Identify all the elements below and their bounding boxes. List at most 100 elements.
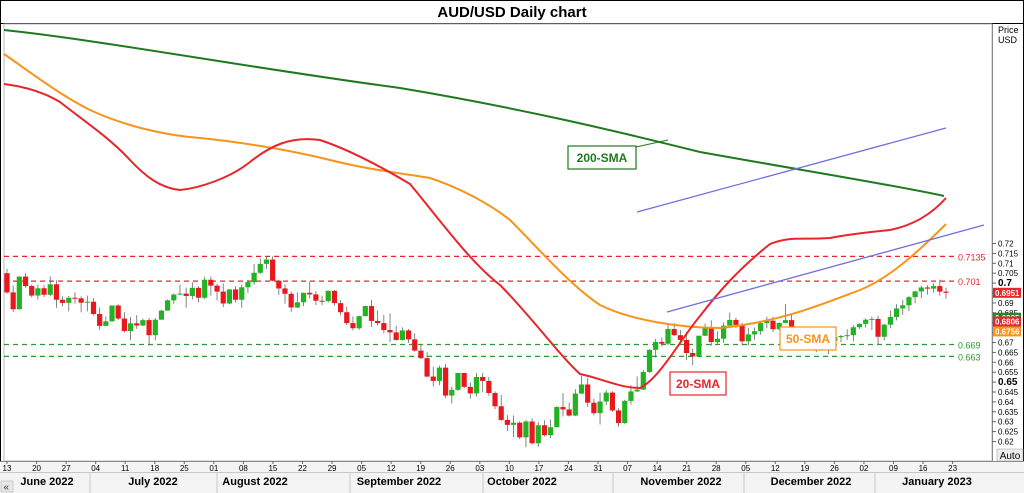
candle-body <box>696 335 702 357</box>
candle-body <box>758 323 764 332</box>
candle-body <box>356 316 362 329</box>
candle-body <box>751 331 758 335</box>
day-tick-label: 20 <box>32 464 41 473</box>
candle-body <box>677 335 683 340</box>
candle-body <box>109 305 115 322</box>
month-label: January 2023 <box>902 476 972 488</box>
candle-body <box>41 288 47 295</box>
chart-title: AUD/USD Daily chart <box>437 4 586 21</box>
candle-body <box>597 401 603 414</box>
candle-body <box>578 384 585 394</box>
candle-body <box>288 293 294 308</box>
candle-body <box>226 289 232 304</box>
price-tick-label: 0.635 <box>998 408 1019 417</box>
candle-body <box>29 286 35 296</box>
candle-body <box>127 323 134 332</box>
sma-50-label: 50-SMA <box>786 332 830 346</box>
candle-body <box>443 367 449 396</box>
candle-body <box>455 372 461 390</box>
price-tag-label: 0.6806 <box>995 318 1020 327</box>
candle-body <box>220 291 226 304</box>
candle-body <box>282 288 288 294</box>
candle-body <box>776 322 782 330</box>
sma-50-line <box>3 53 947 330</box>
candle-body <box>436 367 443 381</box>
day-tick-label: 22 <box>298 464 307 473</box>
candle-body <box>548 427 554 436</box>
candle-body <box>344 312 350 324</box>
candle-body <box>449 389 455 396</box>
candle-body <box>152 319 158 336</box>
price-tick-label: 0.625 <box>998 428 1019 437</box>
candle-body <box>603 392 609 402</box>
candle-body <box>158 310 165 320</box>
price-tag <box>993 326 1021 337</box>
scroll-left-button[interactable] <box>0 480 14 493</box>
level-label: 0.669 <box>958 340 981 350</box>
upper-channel-line <box>636 127 947 213</box>
candle-body <box>473 376 480 394</box>
candle-body <box>257 263 263 273</box>
candle-body <box>171 294 177 301</box>
candle-body <box>646 349 653 373</box>
candle-body <box>195 287 202 298</box>
candle-body <box>165 300 171 311</box>
candle-body <box>202 279 208 298</box>
candle-body <box>856 323 863 328</box>
candle-body <box>492 392 498 407</box>
candle-body <box>177 293 183 295</box>
candle-body <box>733 319 739 325</box>
candle-body <box>615 410 622 424</box>
candle-body <box>97 313 103 326</box>
candlesticks <box>4 256 949 448</box>
price-tag <box>993 316 1021 327</box>
candle-body <box>517 422 523 438</box>
candle-body <box>863 319 869 324</box>
price-tick-label: 0.7 <box>998 278 1012 289</box>
day-tick-label: 27 <box>62 464 71 473</box>
day-tick-label: 28 <box>712 464 721 473</box>
scroll-left-icon: « <box>4 482 10 493</box>
candle-body <box>714 338 721 343</box>
day-tick-label: 18 <box>150 464 159 473</box>
candle-body <box>90 301 97 314</box>
lower-channel-line <box>666 224 985 313</box>
day-tick-label: 13 <box>3 464 12 473</box>
candle-body <box>368 306 375 321</box>
candle-body <box>937 286 943 292</box>
candle-body <box>671 329 677 336</box>
candle-body <box>4 273 10 293</box>
month-label: July 2022 <box>128 476 178 488</box>
price-axis-title: Price <box>998 25 1019 35</box>
day-tick-label: 07 <box>623 464 632 473</box>
candle-body <box>881 324 887 337</box>
day-tick-label: 10 <box>505 464 514 473</box>
candle-body <box>782 320 788 323</box>
candle-body <box>418 350 424 359</box>
day-tick-label: 03 <box>475 464 484 473</box>
day-tick-label: 26 <box>830 464 839 473</box>
candle-body <box>362 306 368 317</box>
candle-body <box>504 419 510 425</box>
candle-body <box>683 339 690 353</box>
candle-body <box>572 393 578 416</box>
candle-body <box>708 327 714 343</box>
candle-body <box>35 288 41 296</box>
sma-20-line <box>3 83 947 390</box>
time-axis <box>0 461 1024 493</box>
candle-body <box>146 320 152 336</box>
price-tick-label: 0.705 <box>998 269 1019 278</box>
time-axis-day-ticks: 13 20 27 04 11 18 25 01 08 15 22 29 05 12 19 26 03 10 17 24… <box>3 461 958 473</box>
day-tick-label: 16 <box>919 464 928 473</box>
month-label: October 2022 <box>487 476 557 488</box>
price-tag-label: 0.6951 <box>995 289 1020 298</box>
auto-scale-button[interactable] <box>996 448 1024 462</box>
day-tick-label: 15 <box>268 464 277 473</box>
day-tick-label: 02 <box>859 464 868 473</box>
candle-body <box>387 330 393 333</box>
price-tick-label: 0.72 <box>998 240 1014 249</box>
day-tick-label: 12 <box>771 464 780 473</box>
candle-body <box>931 286 937 289</box>
day-tick-label: 24 <box>564 464 573 473</box>
candle-body <box>270 259 276 281</box>
